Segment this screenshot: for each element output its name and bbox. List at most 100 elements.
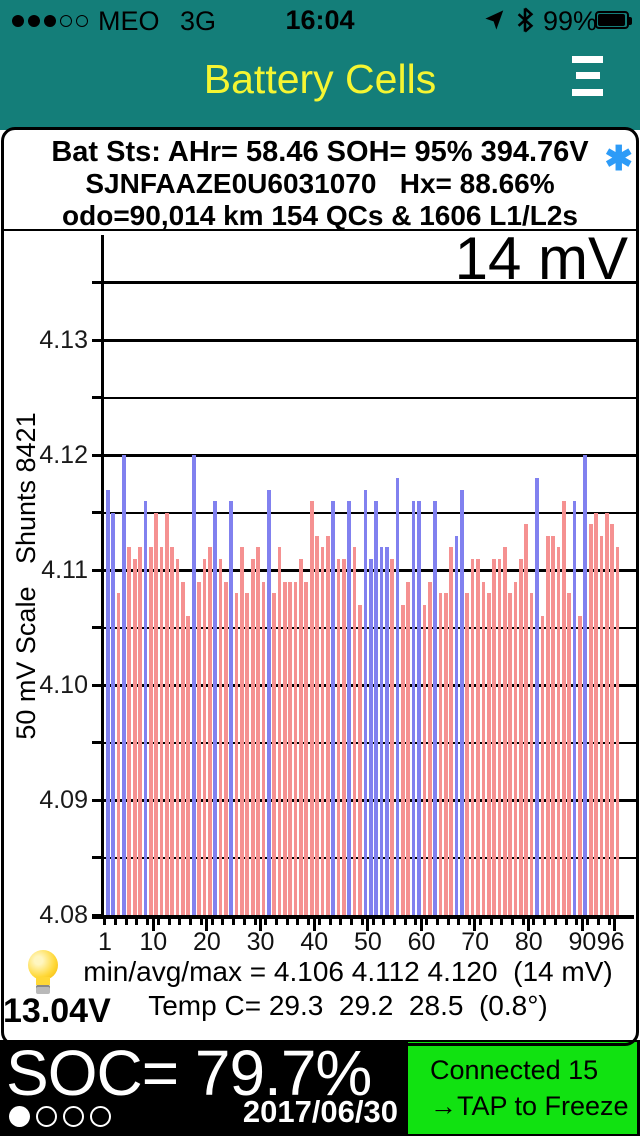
- x-axis-tick: [478, 919, 482, 925]
- x-axis-tick: [350, 919, 354, 925]
- cell-bar: [604, 512, 609, 915]
- x-axis-tick: [468, 919, 472, 925]
- cell-bar-shunt: [374, 501, 378, 915]
- cell-bar: [615, 547, 620, 915]
- aux-battery-voltage-label: 13.04V: [3, 992, 111, 1030]
- y-axis-tick: [92, 338, 101, 342]
- divider: [3, 229, 637, 231]
- lightbulb-icon[interactable]: [26, 950, 60, 998]
- y-axis-tick: [92, 741, 101, 744]
- cell-bar: [497, 558, 502, 915]
- x-axis-tick: [221, 919, 225, 925]
- connection-status-button[interactable]: Connected 15 →TAP to Freeze: [408, 1042, 637, 1134]
- bluetooth-icon: [516, 7, 534, 38]
- cell-bar-shunt: [417, 501, 421, 915]
- min-avg-max-label: min/avg/max = 4.106 4.112 4.120 (14 mV): [83, 956, 613, 987]
- x-axis-label: 20: [193, 928, 221, 956]
- cell-bar-shunt: [122, 455, 126, 915]
- y-axis-label: 4.12: [39, 441, 88, 469]
- x-axis-tick: [457, 919, 461, 925]
- x-axis-tick: [156, 919, 160, 925]
- cell-bar-shunt: [191, 455, 196, 915]
- bottom-bar: SOC= 79.7% 2017/06/30 Connected 15 →TAP …: [0, 1037, 640, 1136]
- cell-bar: [427, 581, 432, 915]
- x-axis-tick: [596, 919, 600, 925]
- cell-bar: [207, 547, 212, 915]
- cell-bar-shunt: [572, 501, 577, 915]
- x-axis-tick: [532, 919, 536, 925]
- cell-voltage-bar-chart[interactable]: [101, 235, 637, 915]
- x-axis-tick-major: [527, 919, 531, 931]
- page-dot: [63, 1106, 84, 1127]
- gridline-major: [104, 338, 637, 342]
- x-axis-tick: [178, 919, 182, 925]
- cell-bar: [443, 593, 448, 915]
- page-dot: [36, 1106, 57, 1127]
- cell-bar: [293, 581, 298, 915]
- cell-bar: [138, 547, 142, 915]
- x-axis-tick: [511, 919, 514, 925]
- x-axis-label: 96: [596, 928, 625, 956]
- cell-bar: [202, 558, 207, 915]
- x-axis-tick: [403, 919, 407, 925]
- cell-bar: [224, 581, 228, 915]
- page-indicator-dots[interactable]: [9, 1106, 111, 1127]
- x-axis-tick: [425, 919, 429, 925]
- x-axis-tick: [564, 919, 568, 925]
- x-axis-tick: [124, 919, 128, 925]
- cell-bar: [556, 547, 561, 915]
- cell-bar: [116, 593, 121, 915]
- asterisk-icon[interactable]: ✱: [604, 140, 634, 178]
- network-type-label: 3G: [180, 6, 217, 36]
- cell-bar-shunt: [347, 501, 352, 915]
- cell-bar: [127, 547, 132, 915]
- cell-bar: [288, 581, 293, 915]
- cell-bar: [261, 581, 266, 915]
- x-axis-label: 90: [568, 928, 597, 956]
- y-axis-tick: [92, 568, 101, 572]
- x-axis-tick: [114, 919, 118, 925]
- x-axis-tick-major: [312, 919, 316, 931]
- y-axis-tick: [92, 511, 101, 514]
- x-axis-tick: [296, 919, 300, 925]
- x-axis-tick: [586, 919, 590, 925]
- x-axis-tick: [446, 919, 450, 925]
- y-axis-label: 4.13: [39, 326, 88, 354]
- clock: 16:04: [285, 5, 355, 35]
- x-axis-tick-major: [580, 919, 584, 931]
- x-axis-tick: [489, 919, 493, 925]
- cell-bar: [578, 616, 582, 915]
- cell-bar: [240, 547, 244, 915]
- cell-bar-shunt: [143, 501, 148, 915]
- x-axis-tick-major: [366, 919, 370, 931]
- cell-bar-shunt: [363, 489, 368, 915]
- cell-bar: [519, 558, 523, 915]
- x-axis-tick: [371, 919, 375, 925]
- cell-bar: [154, 512, 158, 915]
- x-axis-tick-major: [419, 919, 423, 931]
- cell-bar: [406, 581, 411, 915]
- cell-bar-shunt: [213, 501, 217, 915]
- cell-bar: [336, 558, 341, 915]
- y-axis-tick: [92, 798, 101, 802]
- y-axis-tick: [92, 683, 101, 687]
- cell-bar: [358, 604, 362, 915]
- x-axis-tick: [500, 919, 504, 925]
- cell-bar: [272, 593, 276, 915]
- cell-bar-shunt: [411, 501, 416, 915]
- cell-bar: [508, 593, 513, 915]
- cell-bar: [588, 524, 593, 915]
- cell-bar-shunt: [331, 501, 335, 915]
- y-axis-tick: [92, 913, 101, 917]
- cell-bar: [197, 581, 201, 915]
- cell-bar: [234, 593, 239, 915]
- cell-bar: [540, 616, 545, 915]
- menu-icon[interactable]: [570, 52, 610, 102]
- cell-bar: [513, 581, 518, 915]
- x-axis-tick: [360, 919, 364, 925]
- cell-bar-shunt: [368, 558, 373, 915]
- y-axis-tick: [92, 626, 101, 629]
- cell-bar-shunt: [111, 512, 116, 915]
- x-axis-tick: [135, 919, 139, 925]
- x-axis-tick: [521, 919, 525, 925]
